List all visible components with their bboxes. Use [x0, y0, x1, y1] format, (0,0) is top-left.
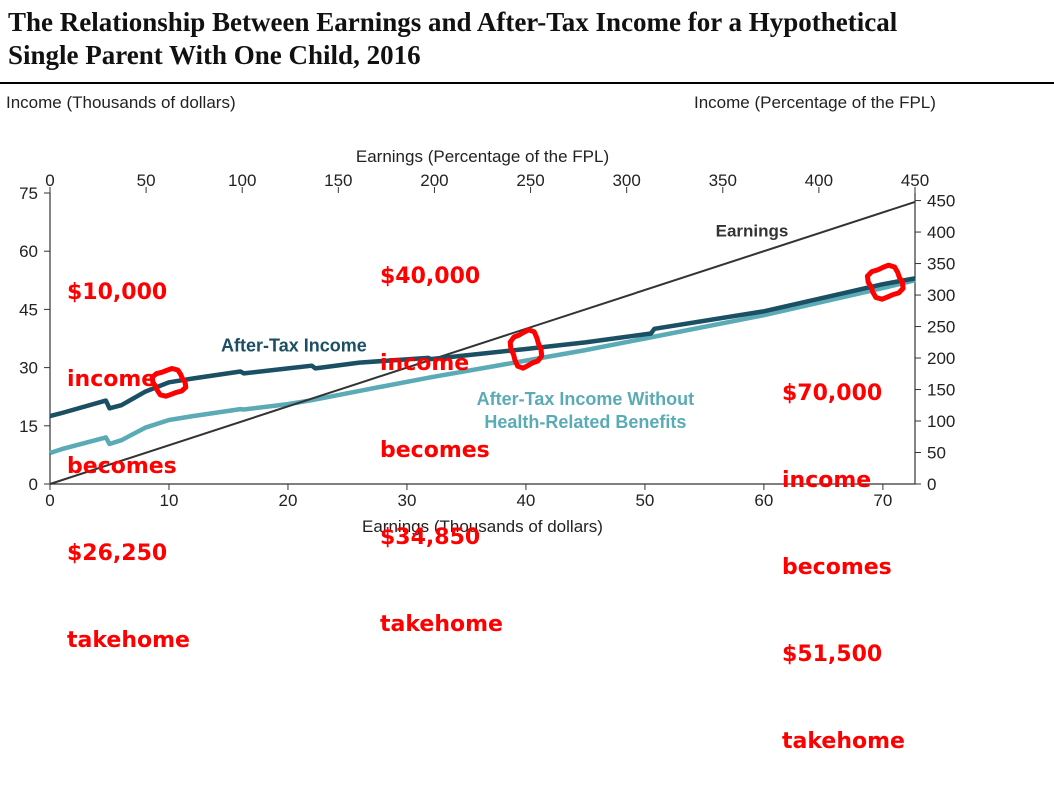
x-tick-label: 60 [754, 491, 773, 510]
right-y-tick-label: 100 [927, 412, 955, 431]
x-tick-label: 40 [516, 491, 535, 510]
x-tick-label: 20 [279, 491, 298, 510]
right-y-tick-label: 450 [927, 192, 955, 211]
top-x-axis-title: Earnings (Percentage of the FPL) [356, 147, 609, 166]
title-rule [0, 82, 1054, 84]
top-x-tick-label: 250 [516, 171, 544, 190]
right-y-tick-label: 350 [927, 255, 955, 274]
left-y-axis-title: Income (Thousands of dollars) [6, 93, 236, 112]
annotation-10k-line: $26,250 [67, 541, 168, 566]
circle-10k [149, 366, 189, 399]
series-without-health-line [49, 278, 916, 456]
annotation-70k-line: becomes [782, 555, 892, 580]
annotation-10k-line: income [67, 367, 157, 392]
series-earnings-line [49, 200, 916, 485]
x-tick-label: 50 [635, 491, 654, 510]
label-earnings: Earnings [716, 221, 789, 240]
right-y-tick-label: 0 [927, 475, 936, 494]
series-after-tax-line [49, 276, 916, 419]
y-tick-label: 60 [19, 242, 38, 261]
y-tick-label: 45 [19, 300, 38, 319]
top-x-tick-label: 150 [324, 171, 352, 190]
right-y-tick-label: 200 [927, 349, 955, 368]
top-x-tick-label: 100 [228, 171, 256, 190]
annotation-70k-line: $51,500 [782, 642, 883, 667]
top-x-tick-label: 400 [805, 171, 833, 190]
top-x-tick-label: 50 [137, 171, 156, 190]
right-y-tick-label: 300 [927, 286, 955, 305]
annotation-70k: $70,000 income becomes $51,500 takehome [782, 321, 905, 785]
x-tick-label: 70 [873, 491, 892, 510]
right-y-tick-label: 150 [927, 381, 955, 400]
annotation-40k-line: becomes [380, 438, 490, 463]
annotation-40k: $40,000 income becomes $34,850 takehome [380, 204, 503, 668]
x-tick-label: 0 [45, 491, 54, 510]
annotation-70k-line: $70,000 [782, 381, 883, 406]
title-line-1: The Relationship Between Earnings and Af… [8, 7, 898, 37]
top-x-tick-label: 350 [709, 171, 737, 190]
circle-70k [864, 262, 906, 302]
top-x-tick-label: 200 [420, 171, 448, 190]
annotation-10k-line: becomes [67, 454, 177, 479]
top-x-tick-label: 450 [901, 171, 929, 190]
annotation-40k-line: takehome [380, 612, 503, 637]
x-tick-label: 30 [397, 491, 416, 510]
y-tick-label: 30 [19, 359, 38, 378]
chart-title: The Relationship Between Earnings and Af… [8, 6, 1048, 72]
annotation-70k-line: income [782, 468, 872, 493]
label-without-health-1: After-Tax Income Without [477, 389, 695, 409]
top-x-tick-label: 0 [45, 171, 54, 190]
y-tick-label: 15 [19, 417, 38, 436]
annotation-40k-line: income [380, 351, 470, 376]
right-y-tick-label: 250 [927, 318, 955, 337]
label-without-health-2: Health-Related Benefits [484, 412, 686, 432]
title-line-2: Single Parent With One Child, 2016 [8, 40, 421, 70]
bottom-x-axis-title: Earnings (Thousands of dollars) [362, 517, 603, 536]
y-tick-label: 75 [19, 184, 38, 203]
right-y-axis-title: Income (Percentage of the FPL) [694, 93, 936, 112]
annotation-70k-line: takehome [782, 729, 905, 754]
right-y-tick-label: 400 [927, 223, 955, 242]
top-x-tick-label: 300 [612, 171, 640, 190]
right-y-tick-label: 50 [927, 444, 946, 463]
annotation-10k-line: $10,000 [67, 280, 168, 305]
label-after-tax: After-Tax Income [221, 335, 367, 355]
y-tick-label: 0 [29, 475, 38, 494]
circle-40k [507, 327, 545, 371]
annotation-10k-line: takehome [67, 628, 190, 653]
chart-plot: 0 10 20 30 40 50 60 70 0 15 30 45 60 75 0 50 100 150 200 25… [19, 147, 955, 536]
x-tick-label: 10 [160, 491, 179, 510]
annotation-40k-line: $40,000 [380, 264, 481, 289]
annotation-10k: $10,000 income becomes $26,250 takehome [67, 220, 190, 684]
annotation-40k-line: $34,850 [380, 525, 481, 550]
